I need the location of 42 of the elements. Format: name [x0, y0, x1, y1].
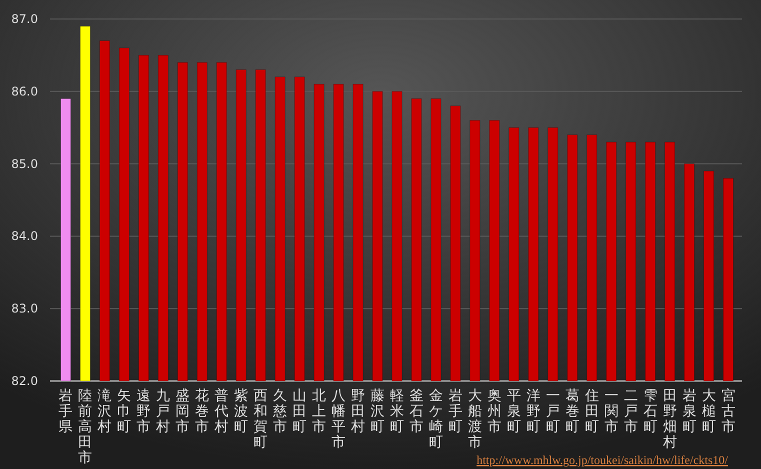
text: http://www.mhlw.go.jp/toukei/saikin/hw/life/ckts10/ [476, 453, 729, 467]
x-tick-label: 大槌町 [702, 388, 716, 435]
x-tick-label: 遠野市 [136, 388, 151, 435]
x-tick-label: 滝沢村 [96, 388, 112, 435]
x-tick-label: 紫波町 [234, 388, 248, 435]
x-tick-label: 陸前高田市 [78, 388, 92, 466]
y-tick-label: 84.0 [11, 229, 38, 244]
x-tick-label: 岩手町 [448, 388, 462, 435]
x-tick-label: 久慈市 [272, 388, 288, 435]
x-tick-label: 二戸市 [624, 388, 638, 435]
y-tick-label: 87.0 [11, 12, 38, 26]
x-tick-label: 雫石町 [643, 388, 658, 435]
y-tick-label: 83.0 [11, 302, 38, 316]
x-tick-label: 盛岡市 [176, 388, 190, 435]
x-tick-label: 八幡平市 [332, 388, 346, 450]
x-tick-label: 住田町 [584, 388, 599, 435]
y-tick-label: 82.0 [11, 374, 38, 388]
x-tick-label: 北上市 [312, 388, 326, 435]
x-tick-label: 藤沢町 [370, 388, 385, 435]
x-tick-label: 岩泉町 [682, 388, 696, 435]
x-tick-label: 洋野町 [526, 388, 540, 435]
x-tick-label: 岩手県 [58, 388, 73, 435]
y-tick-label: 85.0 [11, 156, 38, 171]
x-tick-label: 大船渡市 [468, 388, 482, 450]
x-tick-label: 釜石市 [409, 388, 424, 435]
x-tick-label: 野田村 [350, 388, 366, 435]
x-tick-label: 一戸町 [546, 388, 560, 435]
x-tick-label: 金ケ崎町 [428, 388, 443, 450]
x-tick-label: 奥州市 [487, 388, 502, 435]
x-tick-label: 宮古市 [721, 388, 736, 435]
x-tick-label: 西和賀町 [254, 388, 268, 450]
y-tick-label: 86.0 [11, 84, 38, 98]
x-tick-label: 花巻市 [195, 388, 210, 435]
x-tick-label: 普代村 [214, 387, 229, 435]
x-tick-label: 矢巾町 [117, 388, 132, 435]
x-tick-label: 一関市 [604, 388, 618, 435]
x-tick-label: 平泉町 [506, 388, 521, 435]
x-tick-label: 九戸村 [155, 388, 170, 435]
x-tick-label: 葛巻町 [565, 388, 580, 435]
x-tick-label: 軽米町 [390, 388, 404, 435]
x-tick-label: 田野畑村 [662, 388, 677, 450]
x-tick-label: 山田町 [292, 388, 307, 435]
